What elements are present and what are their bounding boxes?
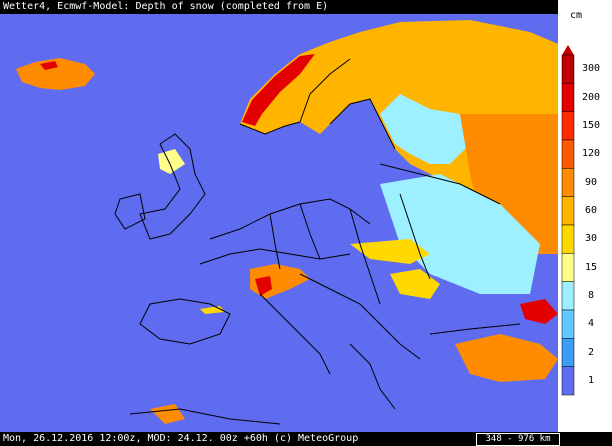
land-scotland-snow (158, 149, 185, 174)
color-legend: cm 300 200 150 120 90 60 30 15 8 4 2 1 (558, 0, 612, 432)
legend-tick-label: 15 (584, 261, 598, 273)
legend-swatch (561, 224, 575, 254)
legend-swatch (561, 309, 575, 339)
land-caucasus (520, 299, 558, 324)
map-scale: 348 - 976 km (476, 433, 560, 446)
legend-swatch (561, 111, 575, 141)
legend-tick-label: 8 (587, 289, 595, 301)
legend-tick-label: 2 (587, 346, 595, 358)
country-borders (114, 58, 521, 425)
map-footer: Mon, 26.12.2016 12:00z, MOD: 24.12. 00z … (0, 432, 612, 446)
legend-unit: cm (570, 10, 583, 21)
legend-swatch (561, 338, 575, 367)
legend-swatch (561, 281, 575, 311)
legend-tick-label: 120 (581, 148, 601, 160)
land-turkey-snow (455, 334, 558, 382)
legend-swatch (561, 366, 575, 396)
legend-tick-label: 300 (581, 63, 601, 75)
land-iceland-coast (40, 61, 58, 70)
land-iceland (16, 58, 95, 90)
legend-tick-label: 200 (581, 91, 601, 103)
legend-tick-label: 150 (581, 119, 601, 131)
legend-swatch (561, 83, 575, 112)
land-norway-coast-deep (242, 54, 315, 126)
legend-tick-label: 1 (587, 374, 595, 386)
legend-scale-bar (561, 45, 575, 396)
land-carpathians (390, 269, 440, 299)
map-title: Wetter4, Ecmwf-Model: Depth of snow (com… (0, 0, 561, 14)
land-finland-east-light (380, 94, 470, 164)
legend-swatch (561, 253, 575, 282)
legend-arrow-top (562, 45, 574, 55)
legend-tick-label: 60 (584, 204, 598, 216)
land-ukraine-yellow (350, 239, 430, 264)
legend-tick-label: 30 (584, 233, 598, 245)
legend-swatch (561, 168, 575, 197)
legend-tick-label: 4 (587, 318, 595, 330)
legend-swatch (561, 54, 575, 84)
legend-swatch (561, 139, 575, 169)
legend-tick-label: 90 (584, 176, 598, 188)
legend-swatch (561, 196, 575, 226)
land-alps-deep (255, 276, 272, 296)
snow-depth-map (16, 20, 558, 432)
